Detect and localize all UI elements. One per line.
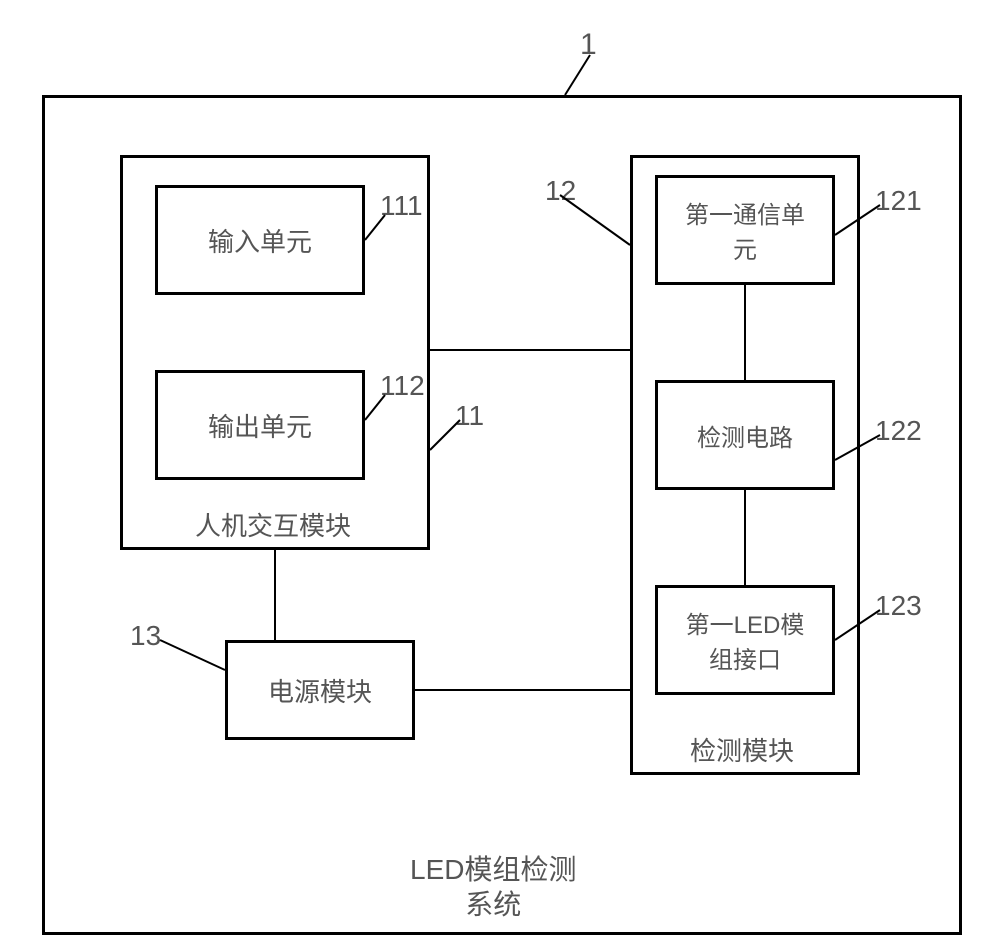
output-unit-ref: 112 — [380, 370, 425, 402]
power-box: 电源模块 — [225, 640, 415, 740]
detect-circuit-label: 检测电路 — [697, 418, 793, 453]
led-interface-box: 第一LED模 组接口 — [655, 585, 835, 695]
power-label: 电源模块 — [268, 672, 372, 709]
hmi-ref: 11 — [455, 400, 484, 432]
system-ref: 1 — [580, 28, 597, 62]
input-unit-label: 输入单元 — [208, 222, 312, 259]
comm-unit-label: 第一通信单 元 — [685, 195, 805, 265]
detect-ref: 12 — [545, 175, 576, 207]
led-interface-ref: 123 — [875, 590, 922, 622]
detect-circuit-box: 检测电路 — [655, 380, 835, 490]
connector-line — [415, 689, 630, 691]
connector-line — [430, 349, 630, 351]
comm-unit-box: 第一通信单 元 — [655, 175, 835, 285]
led-interface-label: 第一LED模 组接口 — [686, 605, 805, 675]
system-title: LED模组检测 系统 — [410, 852, 576, 922]
output-unit-box: 输出单元 — [155, 370, 365, 480]
connector-line — [744, 285, 746, 380]
input-unit-ref: 111 — [380, 190, 423, 222]
power-ref: 13 — [130, 620, 161, 652]
detect-title: 检测模块 — [690, 735, 794, 768]
diagram-canvas: LED模组检测 系统 1 人机交互模块 11 输入单元 111 输出单元 112… — [0, 0, 1000, 952]
detect-circuit-ref: 122 — [875, 415, 922, 447]
connector-line — [744, 490, 746, 585]
connector-line — [274, 550, 276, 640]
input-unit-box: 输入单元 — [155, 185, 365, 295]
output-unit-label: 输出单元 — [208, 407, 312, 444]
comm-unit-ref: 121 — [875, 185, 922, 217]
hmi-title: 人机交互模块 — [195, 510, 351, 543]
